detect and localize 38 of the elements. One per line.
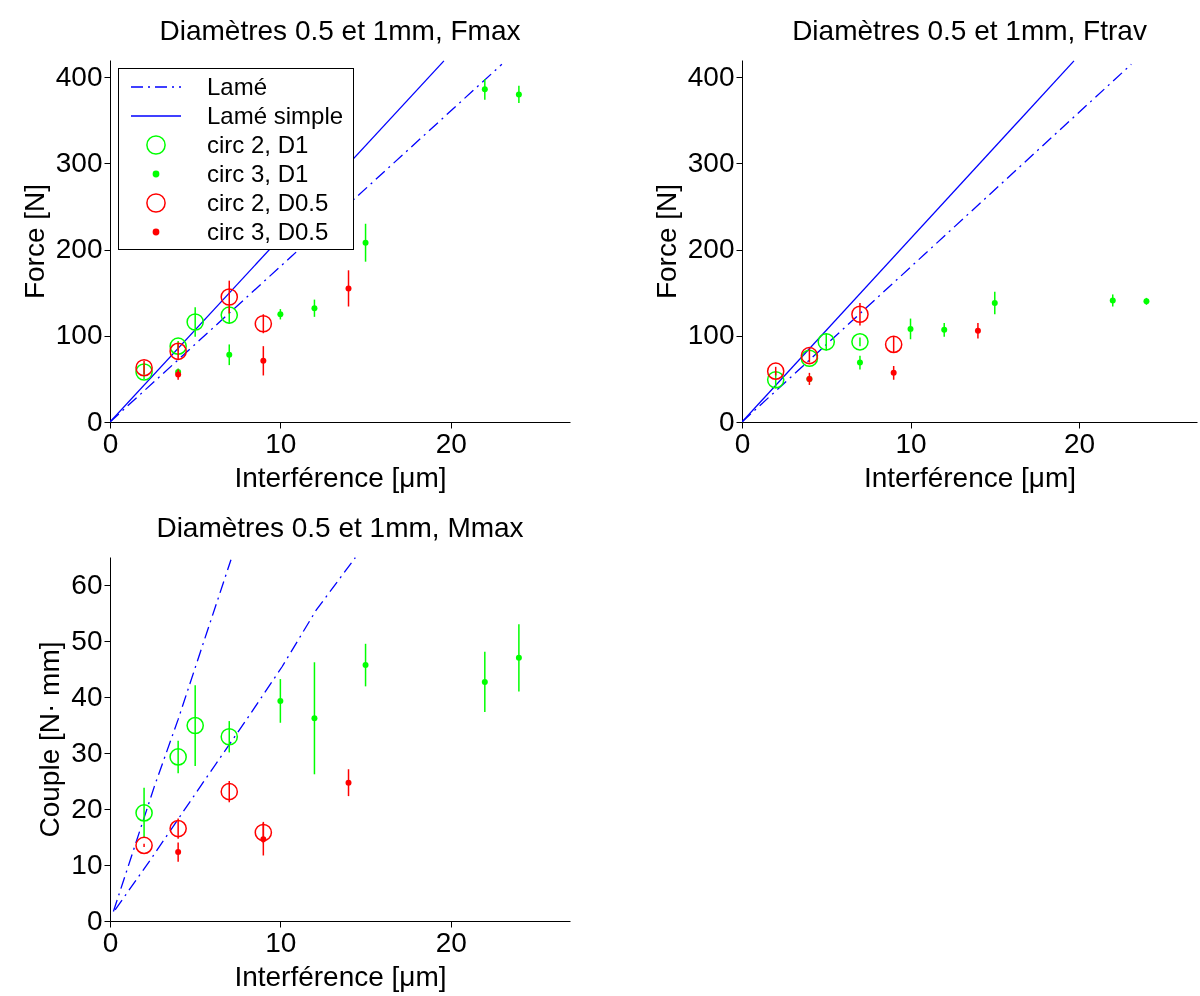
y-tick-label: 200 (687, 233, 735, 265)
chart-title: Diamètres 0.5 et 1mm, Mmax (156, 512, 524, 543)
y-tick-label: 100 (55, 319, 103, 351)
x-tick-label: 20 (435, 427, 467, 459)
y-tick-label: 100 (687, 319, 735, 351)
chart-title: Diamètres 0.5 et 1mm, Ftrav (792, 15, 1147, 46)
y-tick-label: 20 (71, 792, 103, 824)
legend-label: circ 2, D1 (207, 130, 309, 159)
y-tick-label: 200 (55, 233, 103, 265)
y-tick-label: 300 (687, 146, 735, 178)
y-tick-label: 0 (86, 904, 103, 936)
x-axis-title: Interférence [μm] (234, 960, 447, 992)
y-tick-label: 0 (86, 405, 103, 437)
x-tick-label: 10 (265, 427, 297, 459)
y-tick-label: 50 (71, 624, 103, 656)
x-axis-title: Interférence [μm] (863, 461, 1077, 493)
y-tick-label: 400 (687, 60, 735, 92)
legend-label: circ 2, D0.5 (207, 188, 329, 217)
x-tick-label: 20 (435, 926, 467, 958)
x-axis-title: Interférence [μm] (234, 461, 447, 493)
y-axis-title: Couple [N· mm] (34, 641, 66, 838)
legend-label: circ 3, D0.5 (207, 217, 329, 246)
x-tick-label: 10 (265, 926, 297, 958)
y-axis-title: Force [N] (650, 183, 682, 300)
y-tick-label: 0 (718, 405, 735, 437)
x-tick-label: 20 (1063, 427, 1096, 459)
y-tick-label: 400 (55, 60, 103, 92)
legend-label: Lamé (207, 72, 268, 101)
y-tick-label: 300 (55, 146, 103, 178)
y-tick-label: 60 (71, 568, 103, 600)
y-tick-label: 40 (71, 680, 103, 712)
y-tick-label: 30 (71, 736, 103, 768)
y-tick-label: 10 (71, 848, 103, 880)
x-tick-label: 10 (895, 427, 927, 459)
legend-label: Lamé simple (207, 101, 344, 130)
y-axis-title: Force [N] (18, 183, 50, 300)
legend-label: circ 3, D1 (207, 159, 309, 188)
chart-title: Diamètres 0.5 et 1mm, Fmax (159, 15, 521, 46)
